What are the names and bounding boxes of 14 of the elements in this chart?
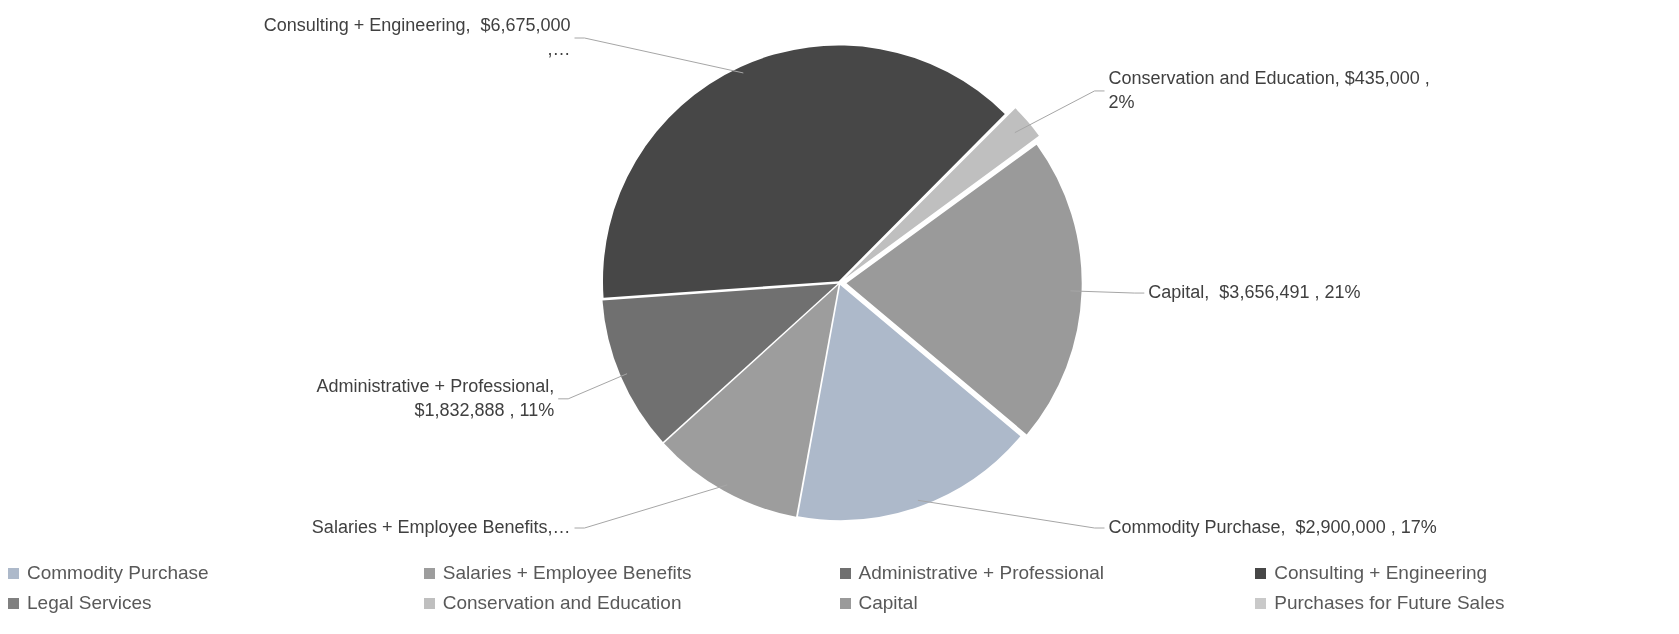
legend-label: Purchases for Future Sales [1274,592,1505,614]
legend-label: Capital [858,592,918,614]
legend-label: Conservation and Education [442,592,682,614]
data-label: Salaries + Employee Benefits,… [311,516,571,537]
data-label: Capital, $3,656,491 , 21% [1148,282,1361,303]
data-label: Consulting + Engineering, $6,675,000 ,… [263,14,571,59]
data-label: Commodity Purchase, $2,900,000 , 17% [1108,516,1437,537]
data-label: Administrative + Professional, $1,832,888 , 11% [316,375,555,420]
legend-label: Administrative + Professional [858,562,1105,584]
data-label: Conservation and Education, $435,000 , 2% [1108,67,1430,112]
legend-label: Consulting + Engineering [1274,562,1488,584]
legend-label: Salaries + Employee Benefits [442,562,692,584]
legend-label: Commodity Purchase [27,562,209,584]
legend-label: Legal Services [27,592,152,614]
